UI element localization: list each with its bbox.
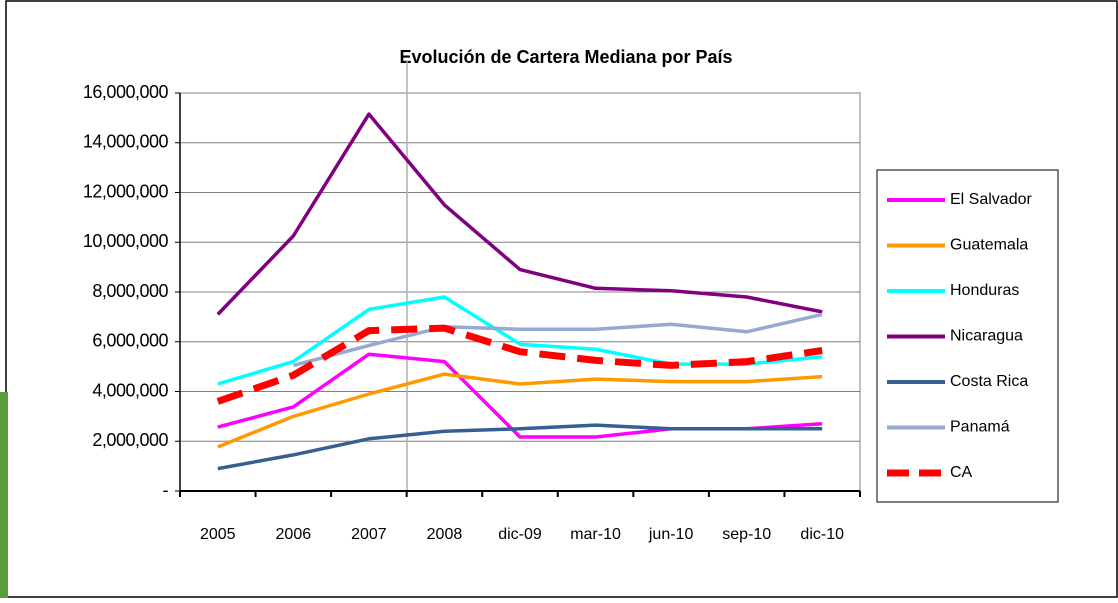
series-line	[217, 372, 823, 449]
x-tick-label: jun-10	[648, 526, 694, 543]
legend-label: CA	[950, 464, 973, 481]
legend-label: Nicaragua	[950, 328, 1023, 345]
y-tick-label: 4,000,000	[92, 380, 168, 400]
series-line	[216, 112, 823, 316]
series-line	[216, 324, 823, 405]
legend-label: Guatemala	[950, 237, 1028, 254]
y-tick-label: -	[163, 480, 169, 500]
x-tick-label: 2008	[427, 526, 463, 543]
legend-label: El Salvador	[950, 191, 1032, 208]
series-line	[217, 423, 823, 471]
y-tick-label: 14,000,000	[83, 132, 169, 152]
legend-label: Panamá	[950, 419, 1010, 436]
y-tick-label: 8,000,000	[92, 281, 168, 301]
x-tick-label: 2006	[276, 526, 312, 543]
y-tick-label: 12,000,000	[83, 181, 169, 201]
series-line	[217, 295, 823, 386]
x-tick-label: 2007	[351, 526, 387, 543]
side-bar	[0, 392, 8, 598]
chart-title: Evolución de Cartera Mediana por País	[399, 47, 732, 67]
x-tick-label: dic-09	[498, 526, 542, 543]
y-tick-label: 6,000,000	[92, 331, 168, 351]
y-tick-label: 10,000,000	[83, 231, 169, 251]
legend-label: Honduras	[950, 282, 1019, 299]
x-tick-label: sep-10	[722, 526, 771, 543]
y-tick-label: 2,000,000	[92, 430, 168, 450]
x-tick-label: mar-10	[570, 526, 621, 543]
x-tick-label: dic-10	[800, 526, 844, 543]
legend-label: Costa Rica	[950, 373, 1028, 390]
series-line	[292, 312, 823, 368]
y-tick-label: 16,000,000	[83, 82, 169, 102]
x-tick-label: 2005	[200, 526, 236, 543]
